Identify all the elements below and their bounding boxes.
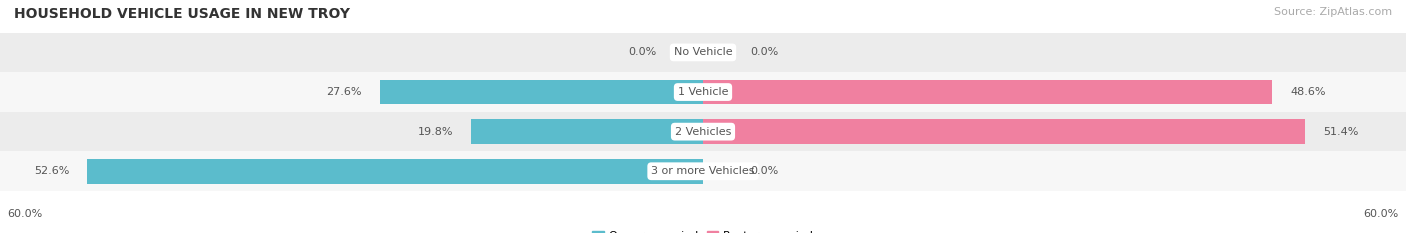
Bar [0,112,1406,151]
Bar [703,80,1272,104]
Bar [380,80,703,104]
Text: 52.6%: 52.6% [34,166,69,176]
Text: 51.4%: 51.4% [1323,127,1358,137]
Bar [87,159,703,184]
Text: No Vehicle: No Vehicle [673,48,733,57]
Legend: Owner-occupied, Renter-occupied: Owner-occupied, Renter-occupied [588,227,818,233]
Text: 3 or more Vehicles: 3 or more Vehicles [651,166,755,176]
Text: 0.0%: 0.0% [749,166,778,176]
Text: 0.0%: 0.0% [749,48,778,57]
Text: 48.6%: 48.6% [1291,87,1326,97]
Text: HOUSEHOLD VEHICLE USAGE IN NEW TROY: HOUSEHOLD VEHICLE USAGE IN NEW TROY [14,7,350,21]
Bar [703,119,1305,144]
Text: 60.0%: 60.0% [7,209,42,219]
Text: 2 Vehicles: 2 Vehicles [675,127,731,137]
Text: 60.0%: 60.0% [1364,209,1399,219]
Text: 19.8%: 19.8% [418,127,453,137]
Bar [0,33,1406,72]
Text: Source: ZipAtlas.com: Source: ZipAtlas.com [1274,7,1392,17]
Text: 27.6%: 27.6% [326,87,363,97]
Bar [471,119,703,144]
Bar [0,151,1406,191]
Text: 0.0%: 0.0% [628,48,657,57]
Text: 1 Vehicle: 1 Vehicle [678,87,728,97]
Bar [0,72,1406,112]
